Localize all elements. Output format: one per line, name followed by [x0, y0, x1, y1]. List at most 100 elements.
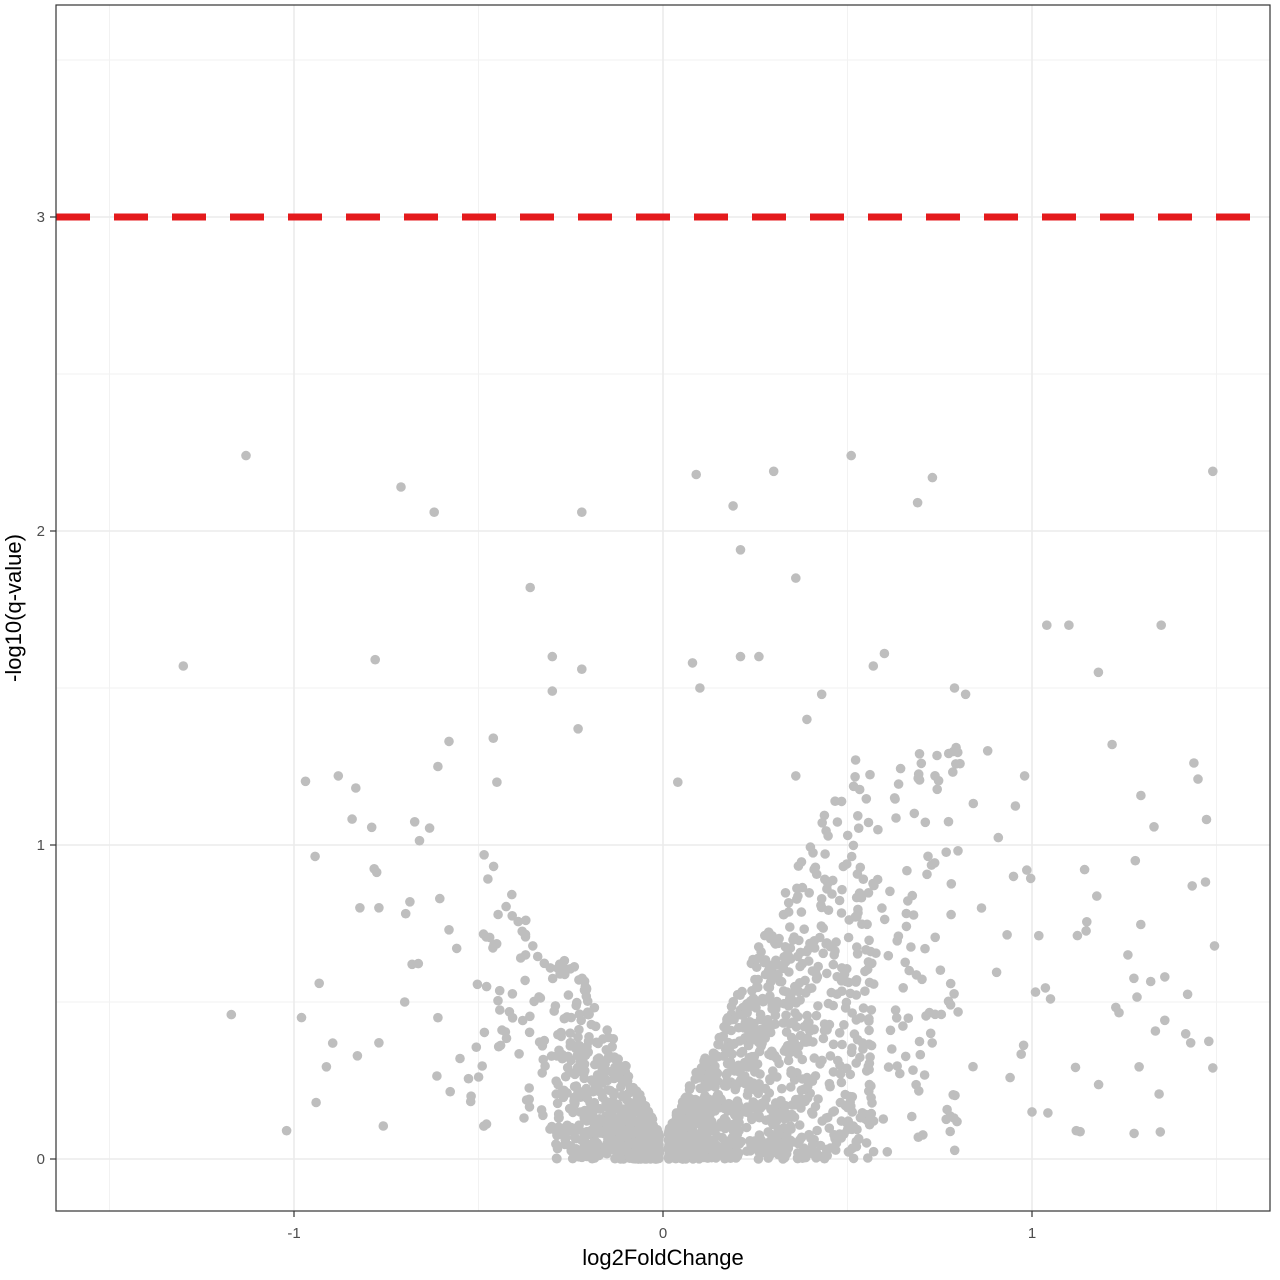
data-point [866, 1040, 877, 1051]
data-point [553, 1113, 564, 1123]
data-point [573, 1086, 584, 1096]
data-point [850, 772, 860, 782]
data-point [865, 1052, 875, 1062]
data-point [1136, 790, 1146, 801]
data-point [611, 1115, 621, 1125]
data-point [818, 948, 828, 959]
data-point [1185, 1038, 1196, 1048]
data-point [834, 895, 845, 906]
data-point [759, 1100, 770, 1110]
data-point [1002, 930, 1012, 940]
data-point [797, 958, 808, 969]
data-point [520, 975, 530, 986]
data-point [945, 1000, 956, 1010]
data-point [595, 1104, 605, 1114]
data-point [300, 776, 311, 787]
data-point [857, 919, 867, 929]
data-point [841, 997, 852, 1008]
data-point [883, 950, 894, 961]
data-point [810, 1071, 821, 1081]
data-point [494, 985, 505, 996]
data-point [754, 1130, 765, 1140]
data-point [594, 1114, 605, 1124]
data-point [847, 1092, 858, 1102]
data-point [848, 781, 859, 792]
data-point [787, 1137, 798, 1147]
data-point [797, 882, 808, 893]
data-point [594, 1053, 604, 1063]
data-point [852, 869, 863, 879]
data-point [1111, 1002, 1121, 1013]
data-point [900, 957, 910, 968]
data-point [861, 1138, 872, 1148]
data-point [433, 1012, 443, 1023]
data-point [773, 969, 783, 980]
data-point [839, 1020, 849, 1030]
data-point [786, 989, 796, 999]
data-point [885, 886, 895, 897]
data-point [851, 1015, 862, 1025]
data-point [793, 1011, 803, 1022]
data-point [721, 1077, 732, 1087]
data-point [745, 996, 756, 1006]
data-point [948, 767, 958, 777]
data-point [1072, 930, 1083, 941]
data-point [890, 794, 900, 804]
data-point [891, 1013, 902, 1023]
data-point [625, 1119, 635, 1129]
data-point [795, 995, 805, 1005]
data-point [1155, 1127, 1166, 1137]
data-point [581, 991, 592, 1002]
data-point [802, 1072, 812, 1083]
data-point [664, 1152, 674, 1162]
data-point [616, 1140, 626, 1150]
data-point [780, 888, 791, 898]
data-point [540, 1061, 550, 1071]
data-point [909, 808, 920, 819]
data-point [378, 1121, 389, 1131]
data-point [861, 794, 872, 804]
data-point [822, 968, 832, 979]
data-point [551, 1076, 561, 1086]
data-point [759, 1140, 769, 1150]
data-point [738, 1010, 748, 1021]
data-point [696, 1117, 706, 1128]
data-point [552, 1153, 562, 1164]
data-point [851, 990, 862, 1000]
data-point [793, 1041, 804, 1052]
data-point [724, 1098, 734, 1109]
data-point [481, 1119, 492, 1129]
data-point [866, 1005, 877, 1015]
data-point [831, 937, 841, 947]
data-point [781, 1027, 792, 1037]
data-point [352, 1051, 363, 1061]
data-point [832, 817, 843, 827]
data-point [848, 840, 859, 851]
data-point [857, 1038, 868, 1048]
data-point [1018, 1040, 1029, 1051]
data-point [952, 1116, 962, 1127]
data-point [488, 943, 498, 953]
data-point [566, 1012, 576, 1023]
data-point [852, 949, 863, 959]
data-point [695, 1140, 705, 1150]
data-point [652, 1144, 663, 1155]
data-point [945, 1126, 955, 1137]
data-point [820, 849, 830, 859]
data-point [819, 810, 830, 821]
data-point [515, 953, 526, 963]
data-point [1160, 1015, 1170, 1026]
data-point [726, 1025, 736, 1036]
data-point [735, 545, 746, 555]
data-point [500, 1027, 511, 1037]
data-point [507, 989, 518, 999]
data-point [783, 1055, 794, 1066]
data-point [1008, 871, 1019, 882]
data-point [405, 897, 415, 907]
data-point [567, 1153, 578, 1164]
data-point [573, 724, 583, 734]
data-point [818, 1033, 829, 1044]
data-point [493, 995, 503, 1006]
data-point [622, 1076, 633, 1087]
